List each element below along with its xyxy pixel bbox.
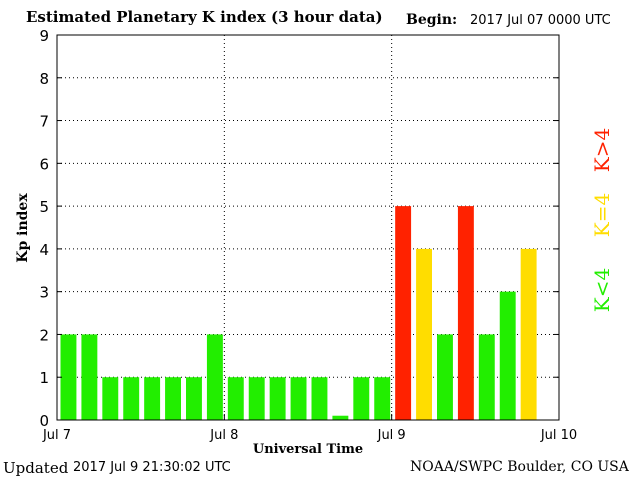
kp-bar — [437, 334, 453, 420]
legend-low: K<4 — [590, 268, 614, 312]
y-tick-label: 3 — [39, 284, 49, 302]
kp-bar — [186, 377, 202, 420]
kp-bar — [227, 377, 244, 420]
y-tick-label: 6 — [39, 155, 49, 173]
kp-bar — [395, 206, 412, 420]
kp-bar — [144, 377, 161, 420]
kp-bar — [123, 377, 140, 420]
y-tick-label: 1 — [39, 369, 49, 387]
x-axis-label: Universal Time — [253, 442, 363, 457]
y-tick-label: 8 — [39, 70, 49, 88]
kp-bar — [520, 248, 537, 420]
kp-bar — [206, 334, 223, 420]
kp-bar — [290, 377, 307, 420]
y-tick-label: 2 — [39, 326, 49, 344]
kp-bar — [269, 377, 286, 420]
y-tick-label: 5 — [39, 198, 49, 216]
kp-bar — [311, 377, 328, 420]
y-tick-label: 0 — [39, 412, 49, 430]
kp-bar — [60, 334, 77, 420]
source-credit: NOAA/SWPC Boulder, CO USA — [410, 459, 629, 475]
chart-title: Estimated Planetary K index (3 hour data… — [26, 8, 383, 26]
kp-bar — [353, 377, 370, 420]
legend-high: K>4 — [590, 128, 614, 172]
x-tick-label: Jul 8 — [209, 428, 238, 443]
bar-series — [60, 206, 537, 420]
kp-bar — [165, 377, 181, 420]
kp-bar — [499, 291, 516, 420]
legend-equal: K=4 — [590, 193, 614, 237]
y-tick-label: 7 — [39, 113, 49, 131]
begin-value: 2017 Jul 07 0000 UTC — [470, 13, 611, 28]
kp-bar — [81, 334, 98, 420]
y-axis-ticks: 0 1 2 3 4 5 6 7 8 9 — [39, 27, 559, 430]
kp-bar — [332, 415, 349, 420]
kp-bar — [248, 377, 265, 420]
y-axis-label: Kp index — [15, 193, 31, 263]
plot-frame — [56, 34, 560, 421]
kp-bar — [457, 206, 474, 420]
begin-label: Begin: — [406, 12, 458, 28]
kp-bar — [416, 248, 432, 420]
legend: K>4 K=4 K<4 — [590, 128, 614, 312]
updated-value: 2017 Jul 9 21:30:02 UTC — [73, 460, 231, 475]
kp-bar — [478, 334, 495, 420]
x-tick-label: Jul 9 — [377, 428, 406, 443]
y-tick-label: 9 — [39, 27, 49, 45]
y-tick-label: 4 — [39, 241, 49, 259]
updated-label: Updated — [3, 459, 69, 477]
x-tick-label: Jul 10 — [540, 428, 577, 443]
kp-bar — [374, 377, 391, 420]
x-axis-ticks: Jul 7 Jul 8 Jul 9 Jul 10 — [42, 414, 577, 443]
grid-lines — [57, 35, 559, 420]
kp-bar — [102, 377, 119, 420]
x-tick-label: Jul 7 — [42, 428, 71, 443]
